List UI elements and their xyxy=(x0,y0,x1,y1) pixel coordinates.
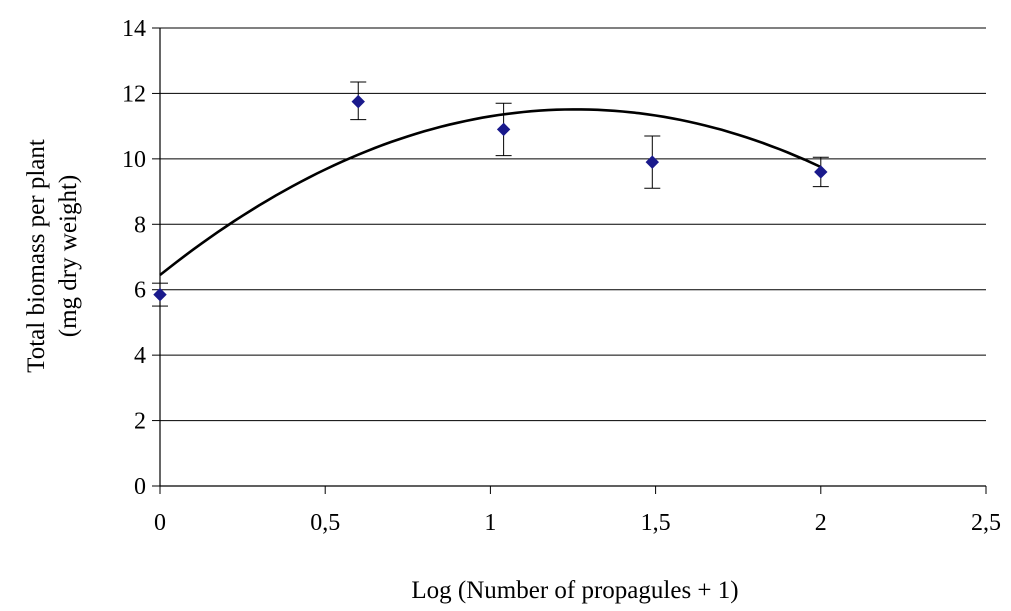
x-tick-label: 1,5 xyxy=(641,510,671,536)
axes xyxy=(159,28,986,487)
x-axis-title: Log (Number of propagules + 1) xyxy=(411,577,738,604)
data-point xyxy=(645,155,660,169)
y-tick-label: 10 xyxy=(122,147,146,173)
data-point xyxy=(814,165,828,179)
trendline xyxy=(159,108,822,277)
y-axis-title-line-2: (mg dry weight) xyxy=(55,175,82,337)
y-tick-label: 6 xyxy=(134,278,146,304)
y-tick-label: 0 xyxy=(134,474,146,500)
x-tick-label: 1 xyxy=(484,510,496,536)
y-tick-label: 8 xyxy=(134,212,146,238)
x-tick-label: 2,5 xyxy=(971,510,1001,536)
data-points xyxy=(153,94,828,302)
x-tick-label: 0 xyxy=(154,510,166,536)
data-point xyxy=(153,287,167,302)
y-tick-label: 12 xyxy=(122,81,146,107)
data-point xyxy=(496,122,511,137)
x-axis-ticks: 0 0,5 1 1,5 2 2,5 xyxy=(154,486,1001,536)
y-axis-ticks: 0 2 4 6 8 10 12 14 xyxy=(122,16,160,500)
x-tick-label: 0,5 xyxy=(310,510,340,536)
y-tick-label: 2 xyxy=(134,409,146,435)
x-tick-label: 2 xyxy=(815,510,827,536)
y-axis-title-line-1: Total biomass per plant xyxy=(23,139,50,373)
y-axis-title: Total biomass per plant (mg dry weight) xyxy=(23,139,82,373)
y-tick-label: 14 xyxy=(122,16,146,42)
gridlines xyxy=(160,27,986,422)
trendline-group xyxy=(159,108,822,277)
y-tick-label: 4 xyxy=(134,343,146,369)
data-point xyxy=(351,94,365,109)
